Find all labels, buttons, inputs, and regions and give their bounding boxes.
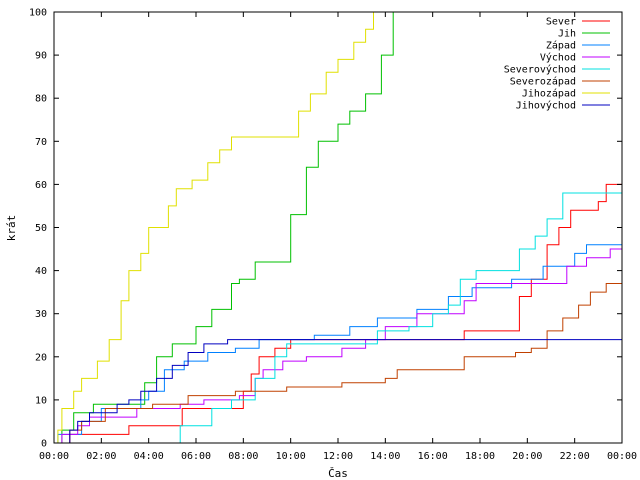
y-tick-label: 20 xyxy=(35,352,47,363)
series-line-8 xyxy=(54,330,623,444)
legend-label: Západ xyxy=(546,40,576,52)
x-tick-label: 00:00 xyxy=(39,451,69,462)
x-ticks: 00:00 02:00 04:00 06:00 08:00 10:00 12:00 14:00… xyxy=(39,12,637,462)
legend: SeverJihZápadVýchodSeverovýchodSeverozáp… xyxy=(504,17,610,112)
x-tick-label: 20:00 xyxy=(512,451,542,462)
legend-label: Severozápad xyxy=(510,76,576,88)
legend-label: Jihovýchod xyxy=(516,100,576,112)
x-axis-label: Čas xyxy=(328,467,348,480)
y-tick-label: 60 xyxy=(35,180,47,191)
x-tick-label: 22:00 xyxy=(560,451,590,462)
series-line-2 xyxy=(54,12,394,444)
x-tick-label: 04:00 xyxy=(134,451,164,462)
x-tick-label: 08:00 xyxy=(228,451,258,462)
legend-label: Východ xyxy=(540,52,576,64)
y-ticks: 0 10 20 30 40 50 60 70 80 90 100 xyxy=(29,8,622,450)
y-tick-label: 40 xyxy=(35,266,47,277)
x-tick-label: 14:00 xyxy=(370,451,400,462)
series-line-6 xyxy=(54,279,623,444)
y-tick-label: 10 xyxy=(35,395,47,406)
x-tick-label: 02:00 xyxy=(86,451,116,462)
x-tick-label: 10:00 xyxy=(276,451,306,462)
y-tick-label: 30 xyxy=(35,309,47,320)
legend-label: Jih xyxy=(558,29,576,40)
x-tick-label: 16:00 xyxy=(418,451,448,462)
y-tick-label: 90 xyxy=(35,51,47,62)
series-line-5 xyxy=(54,192,622,444)
series-layer xyxy=(54,12,623,444)
y-tick-label: 70 xyxy=(35,137,47,148)
y-tick-label: 100 xyxy=(29,8,47,19)
x-tick-label: 00:00 xyxy=(607,451,637,462)
x-tick-label: 12:00 xyxy=(323,451,353,462)
y-axis-label: krát xyxy=(5,215,18,242)
y-tick-label: 80 xyxy=(35,94,47,105)
series-line-7 xyxy=(54,12,374,444)
legend-label: Sever xyxy=(546,17,576,28)
legend-label: Severovýchod xyxy=(504,64,576,76)
legend-label: Jihozápad xyxy=(522,88,576,100)
x-tick-label: 18:00 xyxy=(465,451,495,462)
y-tick-label: 50 xyxy=(35,223,47,234)
series-line-4 xyxy=(54,248,622,444)
y-tick-label: 0 xyxy=(41,439,47,450)
x-tick-label: 06:00 xyxy=(181,451,211,462)
